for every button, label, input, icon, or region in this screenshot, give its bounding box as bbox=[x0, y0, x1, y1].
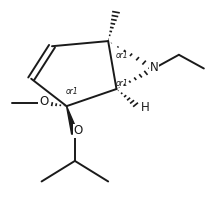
Polygon shape bbox=[67, 106, 78, 134]
Text: O: O bbox=[39, 95, 48, 108]
Text: or1: or1 bbox=[115, 79, 128, 87]
Text: or1: or1 bbox=[66, 87, 78, 96]
Text: H: H bbox=[141, 101, 150, 114]
Text: or1: or1 bbox=[115, 51, 128, 60]
Text: Methoxy: Methoxy bbox=[1, 101, 7, 102]
Text: O: O bbox=[73, 124, 83, 137]
Text: N: N bbox=[150, 61, 158, 74]
